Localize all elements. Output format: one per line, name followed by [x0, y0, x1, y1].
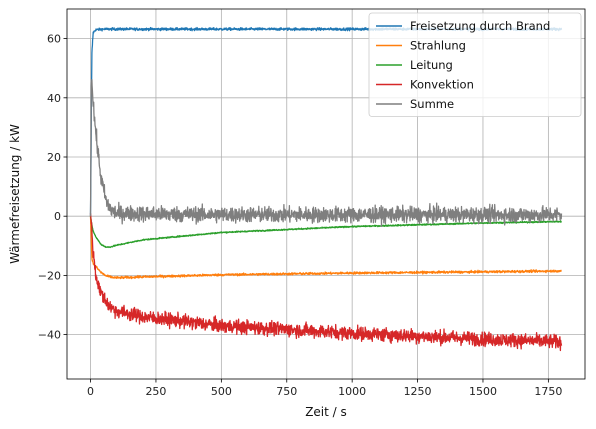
legend-label: Strahlung: [410, 39, 466, 53]
y-tick-label: 20: [47, 151, 61, 164]
x-tick-label: 1500: [469, 385, 497, 398]
x-tick-label: 0: [87, 385, 94, 398]
axis-ticks: 0 250 500 750 1000 1250 1500 1750 −40 −20 0 20 40 60: [38, 33, 563, 398]
plot-frame: [66, 8, 586, 380]
legend-label: Leitung: [410, 58, 453, 72]
series-line-3: [89, 213, 563, 352]
y-tick-label: 40: [47, 92, 61, 105]
y-tick-label: −40: [38, 329, 61, 342]
x-tick-label: 750: [276, 385, 297, 398]
legend-label: Konvektion: [410, 78, 474, 92]
x-axis-label: Zeit / s: [305, 405, 347, 419]
x-tick-label: 1750: [534, 385, 562, 398]
x-tick-label: 500: [211, 385, 232, 398]
x-tick-label: 1250: [404, 385, 432, 398]
series-line-1: [89, 216, 562, 280]
y-axis-label: Wärmefreisetzung / kW: [8, 124, 22, 264]
series-line-2: [89, 216, 562, 249]
legend-label: Freisetzung durch Brand: [410, 19, 550, 33]
y-tick-label: 0: [54, 210, 61, 223]
series-lines: [89, 26, 563, 352]
legend: Freisetzung durch Brand Strahlung Leitung K…: [368, 12, 582, 117]
legend-label: Summe: [410, 97, 454, 111]
y-tick-label: −20: [38, 269, 61, 282]
legend-box: [368, 12, 582, 117]
x-tick-label: 1000: [338, 385, 366, 398]
y-tick-label: 60: [47, 33, 61, 46]
series-line-4: [89, 78, 563, 228]
x-tick-label: 250: [145, 385, 166, 398]
